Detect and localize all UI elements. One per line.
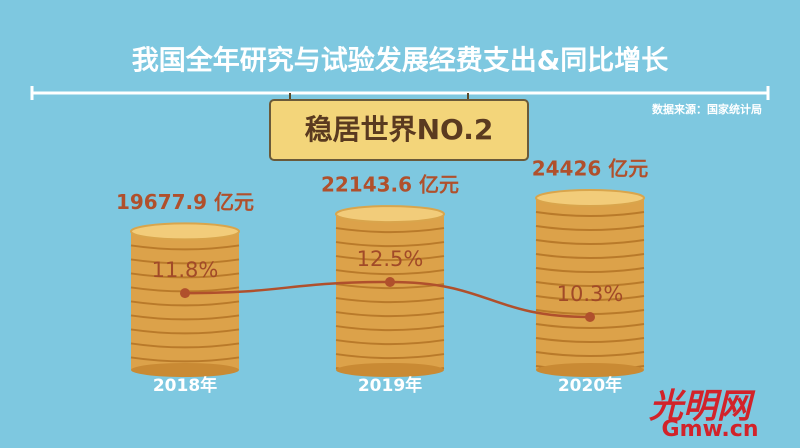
chart-title: 我国全年研究与试验发展经费支出&同比增长 xyxy=(132,45,670,77)
coin-top xyxy=(535,189,645,207)
watermark-logo: 光明网 xyxy=(649,387,756,427)
value-label: 22143.6 亿元 xyxy=(321,173,459,197)
coin-edge xyxy=(335,311,445,318)
coin-edge xyxy=(535,239,645,245)
coin-edge xyxy=(130,314,240,321)
coin-edge xyxy=(335,269,445,276)
coin-stack xyxy=(336,214,444,370)
coin-edge xyxy=(535,323,645,329)
coin-edge xyxy=(130,258,240,265)
coin-edge xyxy=(535,267,645,273)
coin-bottom xyxy=(336,363,444,377)
growth-label: 11.8% xyxy=(152,258,219,282)
coin-edge xyxy=(335,339,445,346)
coin-edge xyxy=(130,342,240,349)
x-tick-label: 2020年 xyxy=(558,375,622,396)
coin-edge xyxy=(130,244,240,251)
coin-bottom xyxy=(536,363,644,377)
coin-edge xyxy=(535,281,645,287)
coin-edge xyxy=(535,253,645,259)
growth-label: 12.5% xyxy=(357,247,424,271)
coin-edge xyxy=(130,356,240,363)
coin-edge xyxy=(335,227,445,234)
growth-point xyxy=(180,288,190,299)
source: 数据来源：国家统计局 xyxy=(652,102,762,116)
coin-edge xyxy=(535,211,645,217)
coin-edge xyxy=(535,351,645,357)
coin-stack xyxy=(131,231,239,370)
value-label: 19677.9 亿元 xyxy=(116,190,254,214)
x-tick-label: 2019年 xyxy=(358,375,422,396)
watermark-url: Gmw.cn xyxy=(662,417,759,442)
coin-edge xyxy=(535,225,645,231)
growth-point xyxy=(585,311,595,322)
growth-label: 10.3% xyxy=(557,282,624,306)
coin-edge xyxy=(535,295,645,301)
growth-point xyxy=(385,277,395,287)
coin-edge xyxy=(335,325,445,332)
coin-edge xyxy=(130,300,240,307)
badge: 稳居世界NO.2 xyxy=(269,93,529,161)
coin-bottom xyxy=(131,363,239,377)
coin-edge xyxy=(335,297,445,304)
coin-edge xyxy=(335,241,445,248)
coin-edge xyxy=(130,272,240,279)
badge-text: 稳居世界NO.2 xyxy=(305,113,494,146)
value-label: 24426 亿元 xyxy=(532,157,649,181)
coin-edge xyxy=(335,255,445,262)
x-tick-label: 2018年 xyxy=(153,375,217,396)
coin-edge xyxy=(535,337,645,343)
coin-edge xyxy=(335,353,445,360)
coin-top xyxy=(335,205,445,224)
coin-edge xyxy=(130,328,240,335)
coin-top xyxy=(130,222,240,241)
